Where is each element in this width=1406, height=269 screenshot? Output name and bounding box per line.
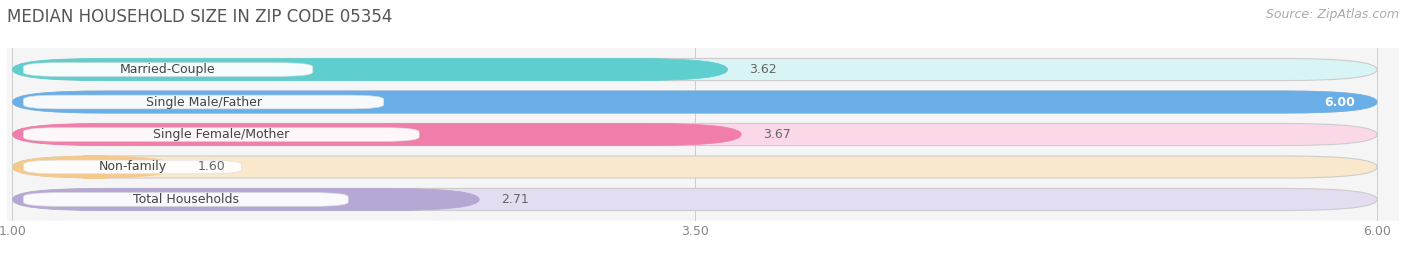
FancyBboxPatch shape [13,123,741,146]
Text: Married-Couple: Married-Couple [121,63,217,76]
FancyBboxPatch shape [13,156,1376,178]
FancyBboxPatch shape [13,91,1376,113]
FancyBboxPatch shape [13,156,176,178]
Text: Total Households: Total Households [132,193,239,206]
FancyBboxPatch shape [13,91,1376,113]
Text: Single Female/Mother: Single Female/Mother [153,128,290,141]
FancyBboxPatch shape [24,128,419,141]
Text: 1.60: 1.60 [198,161,226,174]
FancyBboxPatch shape [13,188,479,211]
FancyBboxPatch shape [13,58,1376,81]
Text: 3.67: 3.67 [763,128,790,141]
Text: 6.00: 6.00 [1324,95,1355,108]
FancyBboxPatch shape [13,188,1376,211]
Text: Non-family: Non-family [98,161,167,174]
Text: 3.62: 3.62 [749,63,778,76]
FancyBboxPatch shape [24,160,242,174]
FancyBboxPatch shape [24,63,312,76]
Text: Single Male/Father: Single Male/Father [146,95,262,108]
FancyBboxPatch shape [24,95,384,109]
FancyBboxPatch shape [13,58,727,81]
Text: MEDIAN HOUSEHOLD SIZE IN ZIP CODE 05354: MEDIAN HOUSEHOLD SIZE IN ZIP CODE 05354 [7,8,392,26]
FancyBboxPatch shape [24,193,349,206]
Text: 2.71: 2.71 [501,193,529,206]
Text: Source: ZipAtlas.com: Source: ZipAtlas.com [1265,8,1399,21]
FancyBboxPatch shape [13,123,1376,146]
